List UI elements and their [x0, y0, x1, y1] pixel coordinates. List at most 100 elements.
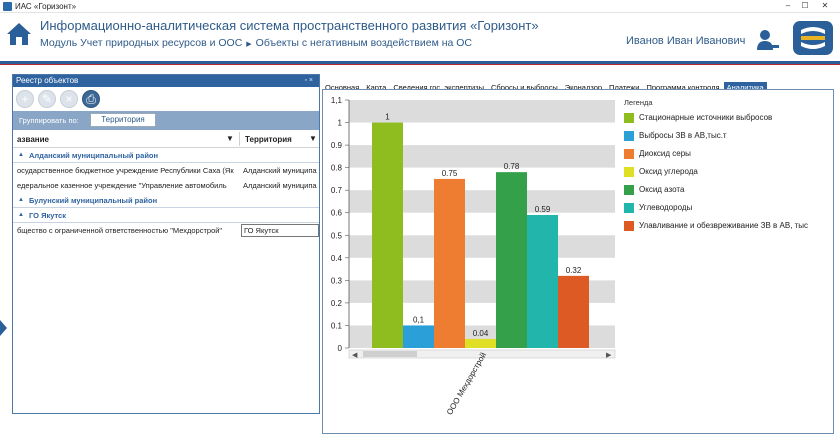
legend-item: Выбросы ЗВ в АВ,тыс.т	[624, 129, 829, 147]
app-icon	[3, 2, 12, 11]
y-tick-label: 0.1	[331, 321, 343, 330]
legend-swatch	[624, 113, 634, 123]
legend-label: Углеводороды	[639, 203, 693, 212]
legend-item: Диоксид серы	[624, 147, 829, 165]
side-gutter	[0, 74, 12, 448]
group-row[interactable]: ▲ ГО Якутск	[13, 208, 319, 223]
bar	[403, 325, 434, 348]
registry-toolbar: + ✎ × ⎙	[13, 87, 319, 111]
chart-scrollbar	[348, 349, 616, 359]
tab-payments[interactable]: Платежи	[609, 83, 640, 92]
edit-icon[interactable]: ✎	[38, 90, 56, 108]
header-band	[0, 61, 840, 64]
legend-label: Выбросы ЗВ в АВ,тыс.т	[639, 131, 727, 140]
scroll-left-icon: ◀	[352, 351, 358, 359]
group-name: Булунский муниципальный район	[29, 196, 158, 205]
group-name: ГО Якутск	[29, 211, 66, 220]
y-tick-label: 0.6	[331, 209, 343, 218]
column-header-territory[interactable]: Территория	[245, 135, 292, 144]
filter-icon[interactable]: ▼	[226, 134, 234, 143]
bar-chart: 0 0.1 0.2 0.3 0.4 0.5 0.6 0.7 0.8 0.9 1 1,1 1 0,1 0.75…	[331, 96, 616, 359]
y-tick-label: 0.8	[331, 164, 343, 173]
legend-item: Стационарные источники выбросов	[624, 111, 829, 129]
group-row[interactable]: ▲ Булунский муниципальный район	[13, 193, 319, 208]
title-bar: ИАС «Горизонт» – ☐ ✕	[0, 0, 840, 13]
y-tick-label: 0	[338, 344, 343, 353]
tab-control-program[interactable]: Программа контроля	[646, 83, 720, 92]
filter-icon[interactable]: ▼	[309, 134, 317, 143]
close-icon[interactable]: ✕	[821, 1, 829, 10]
group-by-label: Группировать по:	[19, 116, 79, 125]
row-territory: ГО Якутск	[241, 224, 319, 237]
grid-band	[349, 190, 615, 213]
group-by-bar: Группировать по: Территория	[13, 111, 319, 130]
maximize-icon[interactable]: ☐	[801, 1, 809, 10]
legend-title: Легенда	[624, 98, 653, 107]
chart-legend: Легенда Стационарные источники выбросов В…	[624, 98, 829, 237]
legend-label: Стационарные источники выбросов	[639, 113, 773, 122]
bar	[465, 338, 496, 348]
data-label: 1	[385, 113, 390, 122]
chevron-right-icon: ▶	[246, 41, 252, 48]
delete-icon[interactable]: ×	[60, 90, 78, 108]
y-tick-label: 0.2	[331, 299, 343, 308]
legend-item: Углеводороды	[624, 201, 829, 219]
tab-expertise[interactable]: Сведения гос. экспертизы	[393, 83, 484, 92]
chart-scrollbar-thumb	[363, 351, 417, 357]
y-tick-label: 0.9	[331, 141, 343, 150]
tab-map[interactable]: Карта	[366, 83, 387, 92]
expand-arrow-icon[interactable]	[0, 320, 7, 336]
panel-pin-icon[interactable]: ▫ ×	[304, 77, 313, 84]
legend-label: Оксид азота	[639, 185, 685, 194]
data-label: 0.78	[504, 162, 520, 171]
row-name: осударственное бюджетное учреждение Респ…	[17, 166, 234, 175]
legend-swatch	[624, 149, 634, 159]
column-divider	[239, 132, 240, 146]
tab-econadzor[interactable]: Эконадзор	[564, 83, 603, 92]
tab-main[interactable]: Основная	[325, 83, 360, 92]
breadcrumb-section[interactable]: Объекты с негативным воздействием на ОС	[255, 37, 473, 49]
system-title: Информационно-аналитическая система прос…	[40, 18, 539, 33]
table-row[interactable]: осударственное бюджетное учреждение Респ…	[13, 163, 319, 178]
data-label: 0.59	[535, 205, 551, 214]
bar	[558, 275, 589, 348]
legend-swatch	[624, 221, 634, 231]
collapse-icon[interactable]: ▲	[18, 152, 24, 158]
legend-label: Оксид углерода	[639, 167, 698, 176]
minimize-icon[interactable]: –	[785, 1, 791, 10]
legend-item: Оксид азота	[624, 183, 829, 201]
detail-tabs: Основная Карта Сведения гос. экспертизы Сбр…	[322, 77, 768, 94]
grid-band	[349, 100, 615, 123]
table-row[interactable]: бщество с ограниченной ответственностью …	[13, 223, 319, 238]
home-icon[interactable]	[6, 22, 32, 51]
y-tick-label: 0.4	[331, 254, 343, 263]
print-icon[interactable]: ⎙	[82, 90, 100, 108]
row-territory: Алданский муниципал	[243, 181, 317, 190]
user-name: Иванов Иван Иванович	[626, 35, 746, 47]
y-tick-label: 1	[338, 119, 343, 128]
column-header-name[interactable]: азвание	[17, 135, 49, 144]
horizon-logo	[792, 20, 834, 61]
legend-item: Улавливание и обезвреживание ЗВ в АВ, ты…	[624, 219, 829, 237]
tab-discharges[interactable]: Сбросы и выбросы	[491, 83, 558, 92]
analytics-panel: 0 0.1 0.2 0.3 0.4 0.5 0.6 0.7 0.8 0.9 1 1,1 1 0,1 0.75…	[322, 89, 834, 434]
collapse-icon[interactable]: ▲	[18, 197, 24, 203]
row-name: бщество с ограниченной ответственностью …	[17, 226, 223, 235]
legend-swatch	[624, 185, 634, 195]
add-icon[interactable]: +	[16, 90, 34, 108]
data-label: 0.75	[442, 169, 458, 178]
y-tick-label: 0.3	[331, 276, 343, 285]
bar	[527, 214, 558, 348]
group-name: Алданский муниципальный район	[29, 151, 159, 160]
legend-label: Диоксид серы	[639, 149, 691, 158]
group-row[interactable]: ▲ Алданский муниципальный район	[13, 148, 319, 163]
table-row[interactable]: едеральное казенное учреждение "Управлен…	[13, 178, 319, 193]
collapse-icon[interactable]: ▲	[18, 212, 24, 218]
breadcrumb-module[interactable]: Модуль Учет природных ресурсов и ООС	[40, 37, 243, 49]
user-logout-icon[interactable]	[756, 28, 780, 57]
data-label: 0,1	[413, 315, 425, 324]
group-by-territory-chip[interactable]: Территория	[90, 113, 156, 127]
registry-panel-title: Реестр объектов	[16, 76, 79, 85]
bar	[434, 178, 465, 348]
